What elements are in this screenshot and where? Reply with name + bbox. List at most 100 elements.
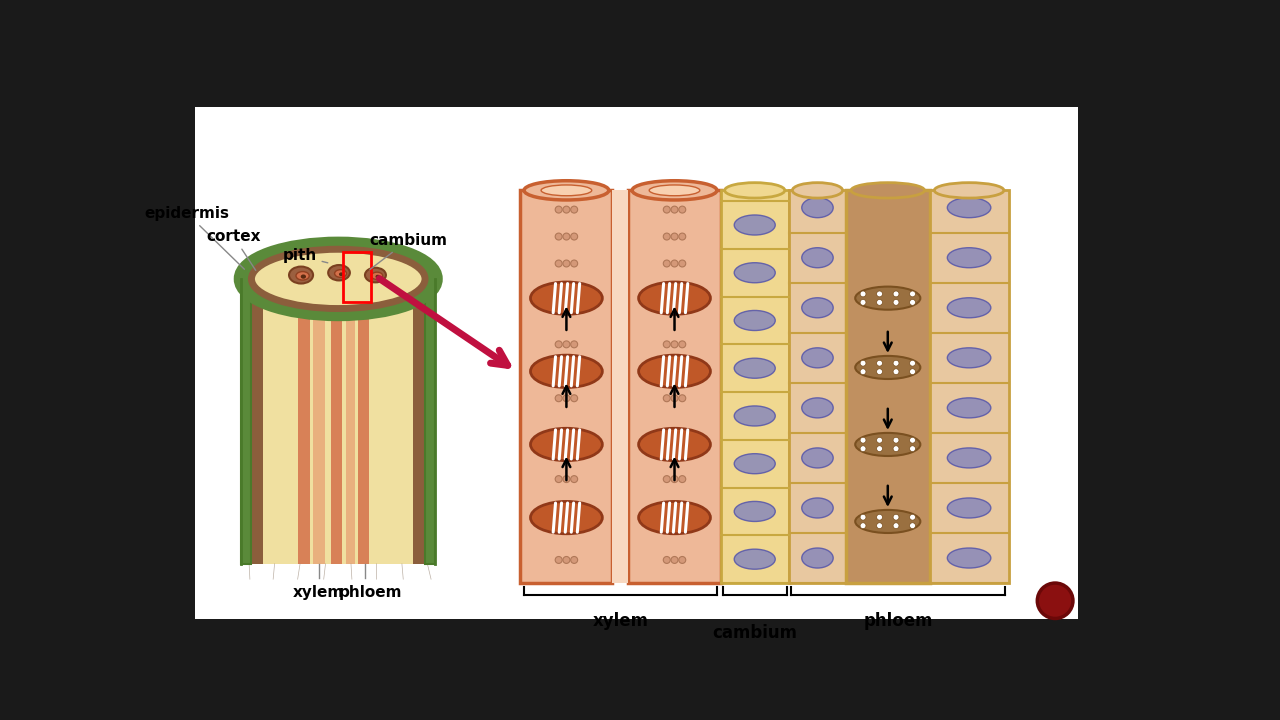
- Ellipse shape: [851, 183, 924, 198]
- Circle shape: [563, 476, 570, 482]
- Text: xylem: xylem: [593, 611, 649, 629]
- Ellipse shape: [801, 248, 833, 268]
- Bar: [425, 279, 435, 564]
- Circle shape: [877, 446, 882, 451]
- Bar: [357, 279, 369, 564]
- Circle shape: [671, 206, 678, 213]
- Bar: [413, 279, 425, 564]
- Ellipse shape: [541, 185, 591, 196]
- Ellipse shape: [947, 198, 991, 217]
- Text: xylem: xylem: [293, 585, 344, 600]
- Ellipse shape: [301, 274, 306, 279]
- Ellipse shape: [947, 498, 991, 518]
- Ellipse shape: [855, 433, 920, 456]
- Circle shape: [678, 395, 686, 402]
- Bar: [929, 190, 1009, 583]
- Ellipse shape: [801, 198, 833, 217]
- Ellipse shape: [934, 183, 1004, 198]
- Bar: [721, 190, 788, 583]
- Circle shape: [860, 523, 867, 528]
- Ellipse shape: [639, 428, 710, 461]
- Circle shape: [893, 514, 899, 520]
- Circle shape: [563, 395, 570, 402]
- Circle shape: [877, 300, 882, 305]
- Circle shape: [678, 476, 686, 482]
- Circle shape: [678, 557, 686, 564]
- Ellipse shape: [947, 448, 991, 468]
- Circle shape: [910, 514, 915, 520]
- Circle shape: [877, 360, 882, 366]
- Circle shape: [571, 476, 577, 482]
- Circle shape: [877, 523, 882, 528]
- Circle shape: [678, 233, 686, 240]
- Bar: [612, 190, 628, 583]
- Circle shape: [877, 437, 882, 443]
- Ellipse shape: [375, 275, 380, 279]
- Ellipse shape: [855, 510, 920, 533]
- Ellipse shape: [801, 398, 833, 418]
- Ellipse shape: [530, 355, 603, 387]
- Bar: [251, 279, 264, 564]
- Ellipse shape: [947, 548, 991, 568]
- Ellipse shape: [632, 181, 717, 200]
- Text: cortex: cortex: [206, 229, 261, 271]
- Circle shape: [678, 260, 686, 267]
- Ellipse shape: [801, 498, 833, 518]
- Ellipse shape: [289, 266, 314, 284]
- Bar: [242, 279, 251, 564]
- Ellipse shape: [735, 454, 776, 474]
- Circle shape: [860, 360, 867, 366]
- Ellipse shape: [947, 398, 991, 418]
- Ellipse shape: [639, 501, 710, 534]
- Ellipse shape: [801, 348, 833, 368]
- Circle shape: [910, 360, 915, 366]
- Circle shape: [556, 206, 562, 213]
- Circle shape: [563, 341, 570, 348]
- Circle shape: [663, 557, 671, 564]
- Ellipse shape: [724, 183, 785, 198]
- Circle shape: [860, 369, 867, 374]
- Ellipse shape: [530, 501, 603, 534]
- Ellipse shape: [855, 287, 920, 310]
- Bar: [298, 279, 310, 564]
- Circle shape: [663, 476, 671, 482]
- Circle shape: [893, 369, 899, 374]
- Ellipse shape: [855, 356, 920, 379]
- Circle shape: [893, 437, 899, 443]
- Ellipse shape: [649, 185, 700, 196]
- Circle shape: [893, 300, 899, 305]
- Circle shape: [563, 260, 570, 267]
- Circle shape: [671, 395, 678, 402]
- Bar: [264, 279, 413, 564]
- Circle shape: [893, 291, 899, 297]
- Ellipse shape: [328, 265, 349, 280]
- Circle shape: [571, 341, 577, 348]
- Text: phloem: phloem: [339, 585, 402, 600]
- Bar: [195, 107, 1078, 619]
- Bar: [521, 190, 612, 583]
- Circle shape: [860, 514, 867, 520]
- Bar: [330, 279, 342, 564]
- Circle shape: [663, 206, 671, 213]
- Ellipse shape: [735, 406, 776, 426]
- Circle shape: [910, 291, 915, 297]
- Circle shape: [678, 341, 686, 348]
- Ellipse shape: [365, 268, 385, 282]
- Ellipse shape: [530, 428, 603, 461]
- Ellipse shape: [947, 348, 991, 368]
- Ellipse shape: [242, 244, 435, 313]
- Circle shape: [910, 446, 915, 451]
- Text: phloem: phloem: [863, 611, 933, 629]
- Bar: [846, 190, 929, 583]
- Ellipse shape: [735, 358, 776, 378]
- Circle shape: [671, 233, 678, 240]
- Ellipse shape: [530, 282, 603, 315]
- Circle shape: [563, 557, 570, 564]
- Circle shape: [556, 233, 562, 240]
- Circle shape: [663, 233, 671, 240]
- Circle shape: [860, 437, 867, 443]
- Ellipse shape: [334, 270, 347, 277]
- Circle shape: [571, 233, 577, 240]
- Ellipse shape: [801, 448, 833, 468]
- Circle shape: [663, 395, 671, 402]
